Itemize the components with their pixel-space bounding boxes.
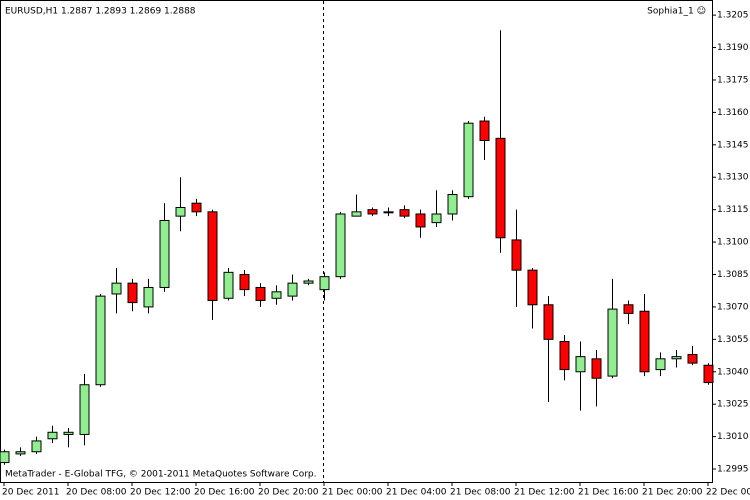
candle-body: [79, 384, 90, 435]
y-tick-label: 1.3025: [717, 400, 749, 410]
y-tick-label: 1.3100: [717, 238, 749, 248]
y-tick-label: 1.3010: [717, 432, 749, 442]
x-tick-label: 21 Dec 00:00: [322, 488, 383, 498]
candle-body: [63, 431, 74, 435]
plot-frame: [0, 0, 713, 483]
candle-body: [687, 353, 698, 364]
candle-body: [415, 213, 426, 228]
candle-body: [367, 209, 378, 215]
candle-body: [559, 341, 570, 371]
candle-body: [511, 239, 522, 271]
candle-body: [623, 304, 634, 314]
y-tick-label: 1.3055: [717, 335, 749, 345]
candle-body: [703, 364, 714, 384]
x-tick-label: 22 Dec 00:00: [706, 488, 750, 498]
candle-body: [239, 274, 250, 291]
copyright: MetaTrader - E-Global TFG, © 2001-2011 M…: [5, 470, 317, 480]
candle-body: [191, 202, 202, 213]
candle-body: [671, 356, 682, 360]
candle-body: [383, 211, 394, 214]
candle-body: [111, 282, 122, 295]
chart-title: EURUSD,H1 1.2887 1.2893 1.2869 1.2888: [5, 7, 196, 17]
x-tick-label: 21 Dec 16:00: [578, 488, 639, 498]
candle-body: [479, 120, 490, 141]
candle-body: [607, 308, 618, 377]
x-tick-label: 20 Dec 16:00: [194, 488, 255, 498]
candle-body: [351, 211, 362, 217]
candle-body: [431, 213, 442, 224]
candle-body: [591, 358, 602, 379]
y-tick-label: 1.3190: [717, 43, 749, 53]
candle-body: [15, 451, 26, 455]
x-tick-label: 21 Dec 20:00: [642, 488, 703, 498]
x-tick-label: 21 Dec 08:00: [450, 488, 511, 498]
candle-body: [271, 291, 282, 299]
candle-body: [639, 310, 650, 373]
candle-body: [495, 137, 506, 239]
candle-body: [175, 206, 186, 217]
candle-body: [447, 194, 458, 215]
candle-body: [303, 280, 314, 284]
candle-body: [31, 440, 42, 453]
y-tick-label: 1.3160: [717, 108, 749, 118]
y-tick-label: 1.3205: [717, 11, 749, 21]
x-tick-label: 21 Dec 12:00: [514, 488, 575, 498]
x-tick-label: 20 Dec 20:00: [258, 488, 319, 498]
x-tick-label: 21 Dec 04:00: [386, 488, 447, 498]
candle-body: [207, 211, 218, 301]
candle-body: [319, 276, 330, 291]
candle-body: [127, 282, 138, 304]
candle-body: [399, 209, 410, 217]
x-tick-label: 20 Dec 08:00: [66, 488, 127, 498]
candle-body: [0, 451, 10, 464]
candle-body: [223, 271, 234, 299]
candle-body: [255, 286, 266, 301]
candle-body: [143, 286, 154, 308]
expert-label: Sophia1_1 ☺: [647, 6, 706, 17]
y-tick-label: 1.3070: [717, 302, 749, 312]
candle-body: [287, 282, 298, 297]
y-tick-label: 1.3130: [717, 173, 749, 183]
candle-body: [655, 358, 666, 371]
y-tick-label: 1.3175: [717, 75, 749, 85]
x-tick-label: 20 Dec 2011: [2, 488, 60, 498]
candle-body: [335, 213, 346, 278]
candle-body: [95, 295, 106, 386]
candle-body: [543, 304, 554, 340]
candle-body: [527, 269, 538, 306]
candle-body: [159, 219, 170, 288]
y-tick-label: 1.3115: [717, 205, 749, 215]
candle-body: [463, 122, 474, 198]
y-tick-label: 1.3085: [717, 270, 749, 280]
y-tick-label: 1.3040: [717, 367, 749, 377]
candle-body: [47, 431, 58, 440]
candle-body: [575, 356, 586, 373]
x-tick-label: 20 Dec 12:00: [130, 488, 191, 498]
y-tick-label: 1.2995: [717, 465, 749, 475]
y-tick-label: 1.3145: [717, 140, 749, 150]
